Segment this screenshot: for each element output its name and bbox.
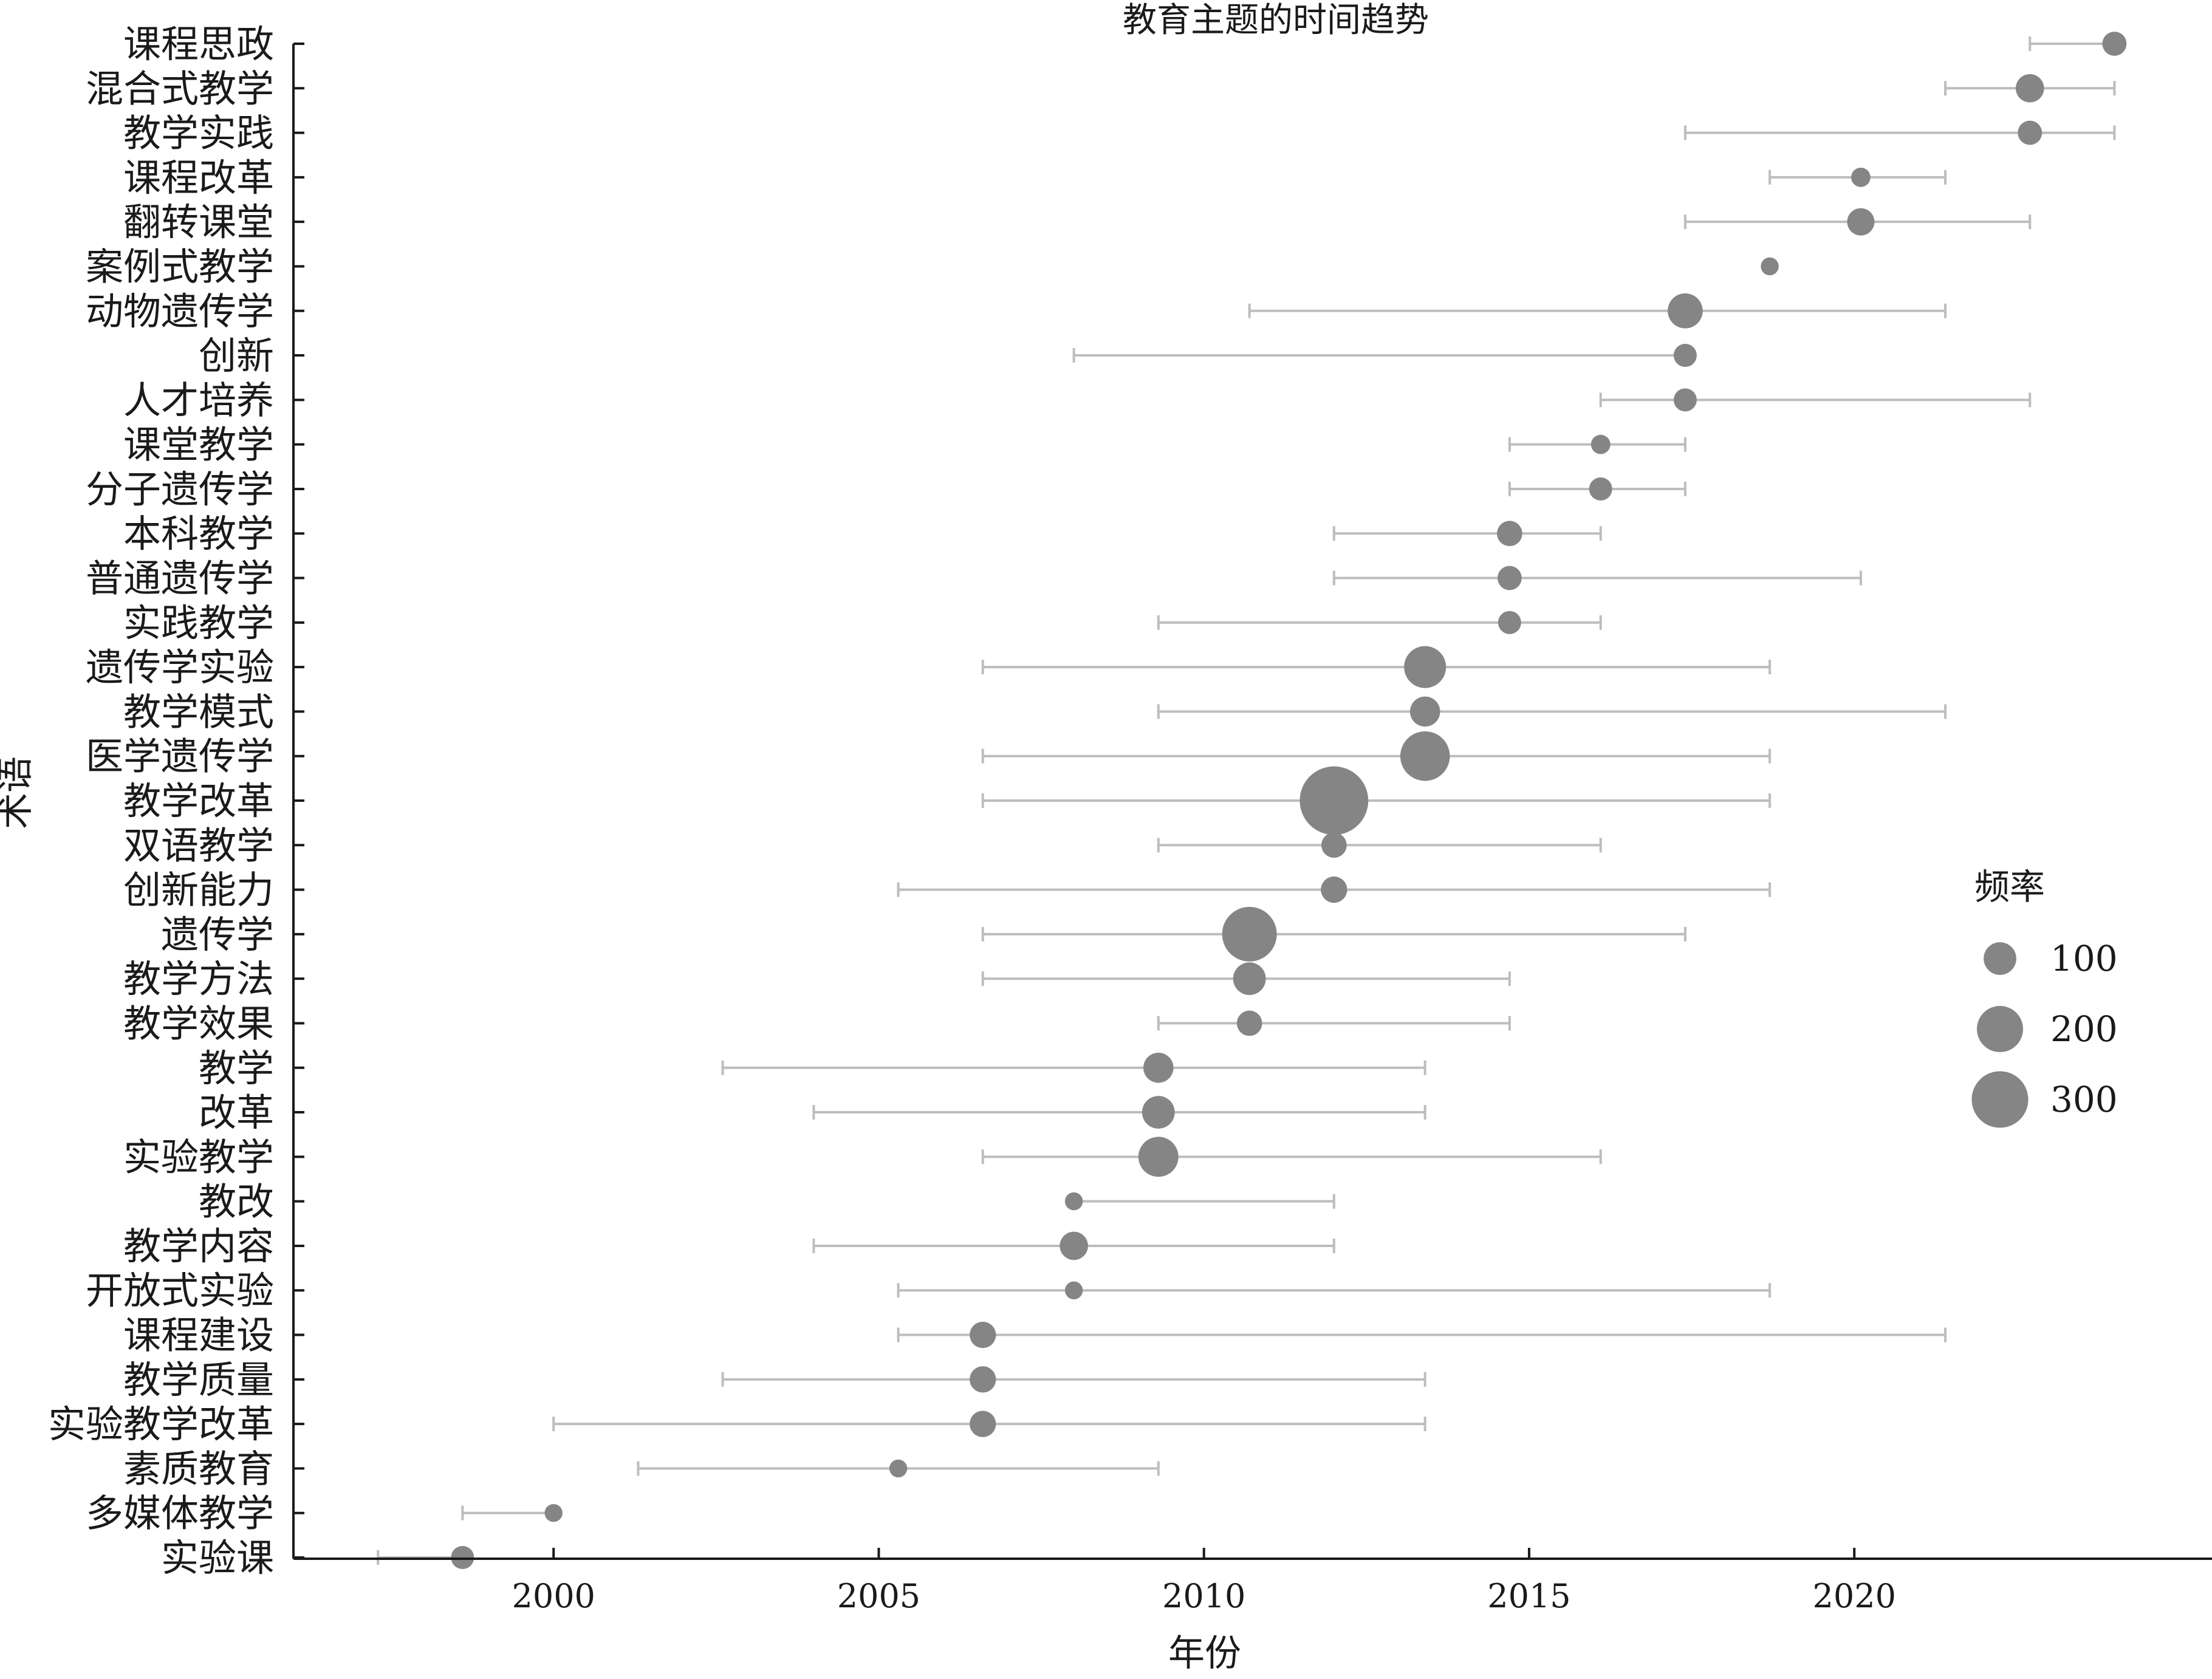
- y-tick-label: 教学质量: [123, 1358, 274, 1402]
- data-point: [1404, 646, 1447, 688]
- y-tick-label: 混合式教学: [86, 66, 274, 111]
- y-tick-label: 实验课: [161, 1536, 274, 1580]
- data-point: [1233, 962, 1266, 996]
- data-point: [1591, 434, 1611, 454]
- y-tick-label: 遗传学实验: [86, 645, 274, 689]
- legend-label: 100: [2050, 938, 2118, 979]
- data-point: [1761, 257, 1779, 276]
- axes: [292, 43, 2212, 1560]
- y-tick-label: 教学方法: [123, 957, 274, 1001]
- data-point: [970, 1411, 996, 1437]
- y-axis-label: 术语: [0, 756, 37, 829]
- y-tick-label: 开放式实验: [86, 1268, 274, 1313]
- x-tick-label: 2005: [837, 1577, 920, 1615]
- y-tick-label: 案例式教学: [86, 244, 274, 289]
- x-tick-label: 2000: [512, 1577, 595, 1615]
- data-point: [1321, 876, 1347, 903]
- y-tick-label: 教学模式: [123, 689, 274, 734]
- y-tick-label: 课程思政: [123, 22, 274, 66]
- y-tick-label: 课程建设: [123, 1313, 274, 1358]
- y-tick-label: 实验教学: [123, 1135, 274, 1179]
- data-point: [2102, 32, 2127, 56]
- data-point: [1497, 521, 1522, 547]
- data-point: [970, 1366, 996, 1393]
- data-point: [970, 1321, 996, 1349]
- x-tick-label: 2010: [1162, 1577, 1245, 1615]
- x-tick-label: 2015: [1487, 1577, 1570, 1615]
- y-tick-label: 教学改革: [123, 779, 274, 823]
- data-point: [1064, 1192, 1083, 1211]
- data-point: [1673, 344, 1697, 368]
- y-tick-label: 普通遗传学: [86, 556, 274, 601]
- range-lines: [377, 36, 2116, 1565]
- y-tick-label: 遗传学: [161, 912, 274, 957]
- data-point: [889, 1459, 908, 1478]
- legend-marker: [1976, 1005, 2024, 1053]
- y-tick-label: 翻转课堂: [123, 200, 274, 244]
- y-tick-label: 课程改革: [123, 156, 274, 200]
- y-tick-label: 课堂教学: [123, 423, 274, 467]
- y-tick-label: 实验教学改革: [48, 1402, 274, 1446]
- legend-marker: [1984, 942, 2016, 975]
- data-point: [1142, 1096, 1175, 1129]
- y-tick-label: 实践教学: [123, 601, 274, 645]
- y-tick-label: 教学: [199, 1046, 274, 1090]
- y-tick-label: 双语教学: [123, 823, 274, 867]
- data-point: [1851, 167, 1871, 187]
- data-point: [2015, 74, 2044, 103]
- legend-title: 频率: [1974, 866, 2045, 908]
- y-tick-label: 改革: [199, 1090, 274, 1135]
- legend-label: 200: [2050, 1008, 2118, 1050]
- data-point: [1673, 388, 1697, 412]
- data-point: [1064, 1281, 1083, 1299]
- y-tick-label: 创新: [199, 333, 274, 378]
- y-tick-label: 医学遗传学: [86, 734, 274, 779]
- data-point: [2018, 120, 2043, 145]
- data-point: [1409, 696, 1440, 727]
- data-point: [544, 1503, 563, 1522]
- y-axis-tick-labels: 课程思政混合式教学教学实践课程改革翻转课堂案例式教学动物遗传学创新人才培养课堂教…: [48, 22, 274, 1580]
- legend-label: 300: [2050, 1079, 2118, 1120]
- y-tick-label: 教学内容: [123, 1224, 274, 1268]
- data-point: [1847, 208, 1875, 236]
- data-point: [1222, 906, 1277, 962]
- data-point: [1321, 832, 1347, 858]
- y-tick-label: 多媒体教学: [86, 1491, 274, 1536]
- x-axis-tick-labels: 2000 2005 2010 2015 2020: [512, 1577, 1895, 1615]
- data-point: [1498, 610, 1521, 634]
- data-point: [1400, 731, 1450, 781]
- y-tick-label: 创新能力: [123, 868, 274, 912]
- data-points: [451, 32, 2127, 1570]
- data-point: [1236, 1010, 1262, 1036]
- data-point: [1589, 477, 1612, 501]
- chart-title: 教育主题的时间趋势: [1123, 1, 1429, 40]
- data-point: [1668, 293, 1703, 329]
- x-tick-label: 2020: [1813, 1577, 1896, 1615]
- x-axis-label: 年份: [1168, 1632, 1241, 1675]
- y-tick-label: 动物遗传学: [86, 289, 274, 333]
- data-point: [1060, 1231, 1088, 1260]
- y-tick-label: 本科教学: [123, 511, 274, 556]
- data-point: [1299, 766, 1369, 835]
- y-tick-label: 人才培养: [123, 378, 274, 422]
- data-point: [1497, 566, 1522, 590]
- data-point: [1138, 1137, 1179, 1177]
- legend-marker: [1971, 1071, 2029, 1128]
- size-legend: 频率 100 200 300: [1971, 866, 2118, 1128]
- y-tick-label: 教改: [199, 1180, 274, 1224]
- data-point: [1143, 1052, 1174, 1083]
- y-tick-label: 教学效果: [123, 1001, 274, 1045]
- y-tick-label: 分子遗传学: [86, 467, 274, 511]
- y-tick-label: 教学实践: [123, 111, 274, 156]
- y-tick-label: 素质教育: [123, 1446, 274, 1491]
